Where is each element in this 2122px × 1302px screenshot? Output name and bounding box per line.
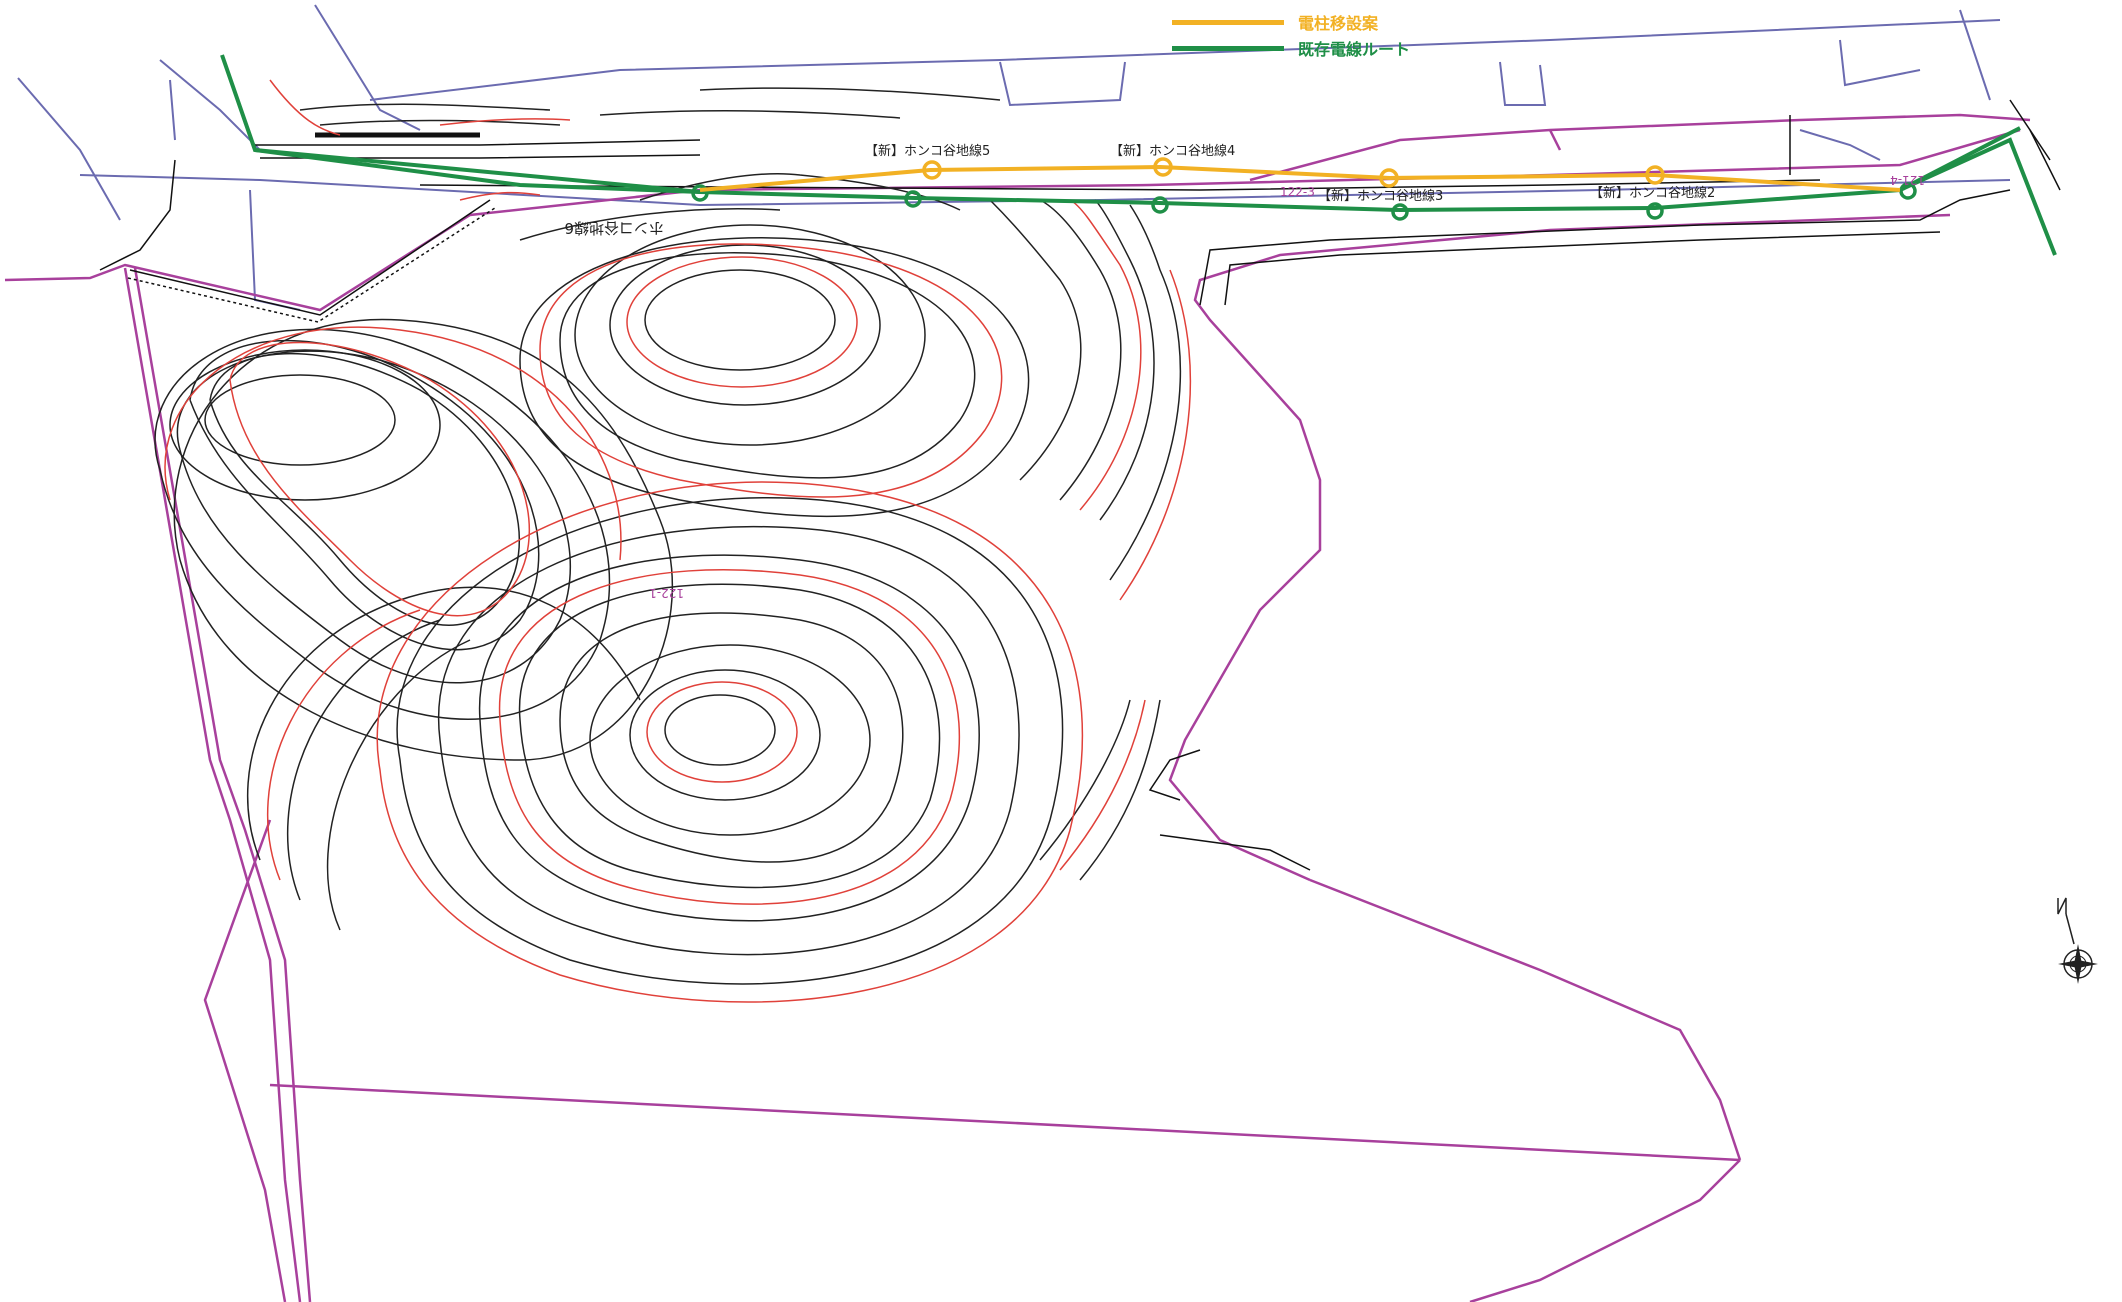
legend-existing: 既存電線ルート (1172, 36, 1410, 60)
parcel-122-3: 122-3 (1280, 185, 1315, 199)
legend-existing-swatch (1172, 45, 1284, 51)
label-new-pole-4: 【新】ホンコ谷地線4 (1110, 143, 1235, 159)
existing-pole-markers (691, 182, 1917, 221)
label-new-pole-5: 【新】ホンコ谷地線5 (865, 143, 990, 159)
road-lines (17, 4, 2011, 311)
legend-proposal-label: 電柱移設案 (1298, 14, 1379, 33)
legend-proposal: 電柱移設案 (1172, 10, 1378, 34)
north-arrow-compass-rose-icon (2057, 897, 2098, 984)
contour-lines (154, 87, 1182, 985)
parcel-121-4: 121-4 (1890, 173, 1925, 187)
index-contours (164, 79, 1192, 1003)
legend-proposal-swatch (1172, 19, 1284, 25)
label-new-pole-2: 【新】ホンコ谷地線2 (1590, 185, 1715, 201)
embankment-lines (99, 99, 2061, 871)
parcel-labels: 122-3 122-1 121-4 (649, 173, 1925, 600)
label-new-pole-3: 【新】ホンコ谷地線3 (1318, 188, 1443, 204)
proposed-pole-markers (922, 157, 1665, 188)
parcel-122-1: 122-1 (649, 586, 684, 600)
proposed-pole-route (699, 164, 1901, 192)
legend-existing-label: 既存電線ルート (1298, 40, 1411, 59)
legend: 電柱移設案 既存電線ルート (1172, 6, 1432, 60)
existing-wire-route (220, 54, 2057, 256)
parcel-boundaries (4, 113, 2031, 1302)
pole-labels: 【新】ホンコ谷地線5 【新】ホンコ谷地線4 【新】ホンコ谷地線3 【新】ホンコ谷… (564, 143, 1715, 237)
label-old-pole-6: ホンコ谷地線6 (564, 219, 664, 237)
